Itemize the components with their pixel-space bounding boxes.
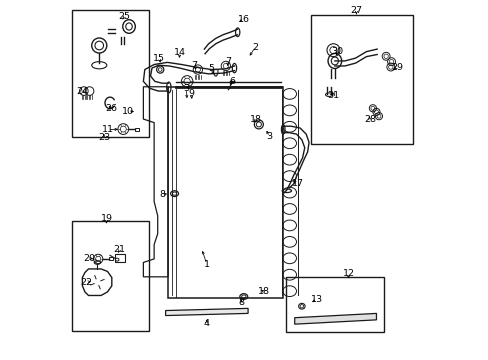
Bar: [168, 87, 283, 298]
Text: 18: 18: [249, 115, 262, 124]
Bar: [72, 221, 149, 330]
Text: 7: 7: [191, 61, 197, 70]
Text: 3: 3: [183, 84, 189, 93]
Text: 8: 8: [160, 190, 165, 199]
Polygon shape: [294, 314, 376, 324]
Bar: [285, 277, 384, 332]
Text: 29: 29: [390, 63, 402, 72]
Text: 8: 8: [238, 298, 244, 307]
Text: 31: 31: [326, 91, 339, 100]
Text: 14: 14: [174, 48, 185, 57]
Bar: [310, 15, 412, 144]
Text: 20: 20: [83, 254, 95, 263]
Text: 10: 10: [122, 107, 134, 116]
Text: 3: 3: [266, 132, 272, 141]
Text: 17: 17: [291, 179, 303, 188]
Text: 6: 6: [228, 77, 234, 86]
Text: 19: 19: [100, 214, 112, 223]
Text: 2: 2: [252, 43, 258, 52]
Text: 15: 15: [153, 54, 165, 63]
Bar: [72, 10, 149, 137]
Text: 7: 7: [225, 57, 231, 66]
Bar: [109, 257, 113, 260]
Text: 13: 13: [310, 294, 323, 303]
Text: 25: 25: [118, 12, 130, 21]
Text: 4: 4: [203, 319, 209, 328]
Text: 26: 26: [105, 104, 117, 113]
Bar: [115, 254, 125, 262]
Text: 11: 11: [102, 125, 113, 134]
Text: 23: 23: [98, 133, 110, 142]
Text: 30: 30: [330, 47, 343, 56]
Polygon shape: [165, 309, 247, 316]
Bar: [135, 128, 139, 131]
Text: 5: 5: [208, 64, 214, 73]
Text: 18: 18: [258, 287, 270, 296]
Text: 21: 21: [114, 246, 125, 255]
Text: 28: 28: [363, 115, 375, 124]
Text: 9: 9: [188, 89, 194, 98]
Text: 27: 27: [350, 6, 362, 15]
Text: 22: 22: [81, 278, 93, 287]
Text: 16: 16: [237, 15, 249, 24]
Text: 1: 1: [203, 260, 209, 269]
Text: 24: 24: [76, 86, 88, 95]
Text: 12: 12: [342, 269, 354, 278]
